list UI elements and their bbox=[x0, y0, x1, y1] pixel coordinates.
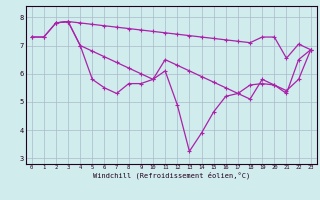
X-axis label: Windchill (Refroidissement éolien,°C): Windchill (Refroidissement éolien,°C) bbox=[92, 172, 250, 179]
